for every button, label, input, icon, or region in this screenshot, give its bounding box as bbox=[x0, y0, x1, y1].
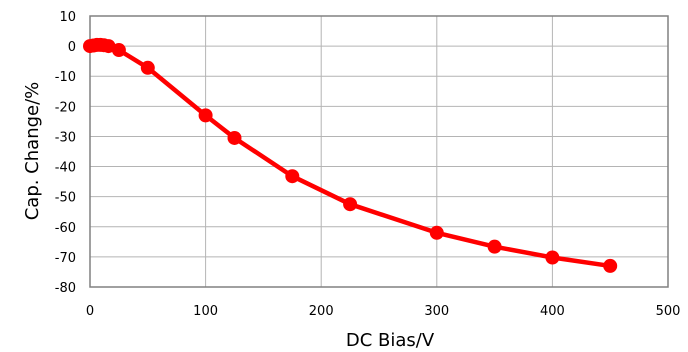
data-point bbox=[603, 258, 618, 273]
data-point bbox=[285, 169, 300, 184]
y-tick-label: 0 bbox=[68, 40, 76, 55]
data-point bbox=[140, 60, 155, 75]
x-tick-label: 200 bbox=[309, 304, 334, 319]
y-axis-title: Cap. Change/% bbox=[22, 82, 43, 221]
data-point bbox=[487, 239, 502, 254]
data-point bbox=[429, 225, 444, 240]
series-line bbox=[87, 42, 613, 269]
x-tick-label: 400 bbox=[540, 304, 565, 319]
y-tick-label: -20 bbox=[55, 100, 76, 115]
y-tick-label: -80 bbox=[55, 281, 76, 296]
tick-labels: 100-10-20-30-40-50-60-70-800 100 200 300 400… bbox=[55, 10, 681, 319]
plot-area-border bbox=[89, 15, 669, 288]
grid bbox=[90, 16, 668, 287]
y-tick-label: -10 bbox=[55, 70, 76, 85]
x-axis-title: DC Bias/V bbox=[346, 330, 435, 351]
data-point bbox=[545, 250, 560, 265]
x-tick-label: 300 bbox=[424, 304, 449, 319]
x-tick-label: 0 bbox=[86, 304, 94, 319]
y-tick-label: -60 bbox=[55, 221, 76, 236]
data-point bbox=[111, 43, 126, 58]
data-point bbox=[343, 197, 358, 212]
data-point bbox=[227, 130, 242, 145]
y-tick-label: -50 bbox=[55, 191, 76, 206]
y-tick-label: -40 bbox=[55, 161, 76, 176]
data-series bbox=[83, 37, 618, 273]
y-tick-label: 10 bbox=[59, 10, 76, 25]
x-tick-label: 100 bbox=[193, 304, 218, 319]
y-tick-label: -70 bbox=[55, 251, 76, 266]
data-point bbox=[198, 108, 213, 123]
y-tick-label: -30 bbox=[55, 130, 76, 145]
x-tick-label: 500 bbox=[656, 304, 681, 319]
